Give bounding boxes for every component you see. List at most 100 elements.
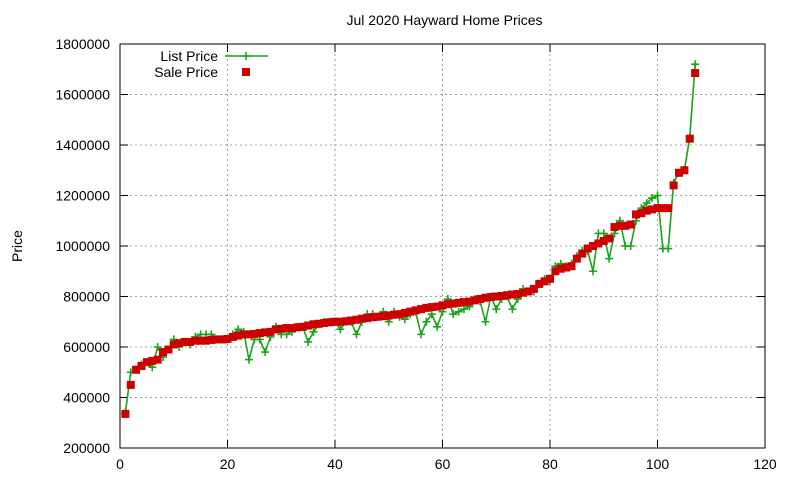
x-tick-label: 20: [220, 456, 236, 472]
sale-price-point: [234, 331, 243, 340]
sale-price-point: [675, 168, 683, 177]
sale-price-point: [653, 204, 662, 213]
sale-price-point: [583, 244, 592, 253]
sale-price-point: [578, 249, 587, 258]
sale-price-point: [406, 307, 415, 316]
x-tick-label: 60: [435, 456, 451, 472]
x-tick-label: 80: [542, 456, 558, 472]
sale-price-point: [648, 205, 657, 214]
sale-price-point: [223, 334, 232, 343]
sale-price-point: [368, 313, 377, 322]
sale-price-point: [562, 263, 571, 272]
sale-price-point: [400, 308, 409, 317]
list-price-point: [261, 348, 270, 357]
list-price-point: [433, 322, 442, 331]
sale-price-point: [126, 380, 135, 389]
y-tick-label: 1000000: [55, 238, 110, 254]
sale-price-point: [271, 325, 280, 334]
y-tick-label: 600000: [63, 339, 110, 355]
grid-lines: [120, 44, 765, 448]
x-tick-label: 120: [753, 456, 777, 472]
x-tick-label: 0: [116, 456, 124, 472]
y-tick-label: 1200000: [55, 188, 110, 204]
sale-price-point: [314, 319, 323, 328]
sale-price-point: [261, 328, 270, 337]
list-price-point: [309, 327, 318, 336]
sale-price-point: [266, 327, 275, 336]
sale-price-point: [492, 292, 501, 301]
list-price-point: [648, 194, 657, 203]
list-price-point: [599, 229, 608, 238]
sale-price-point: [411, 306, 420, 315]
sale-price-point: [191, 336, 200, 345]
sale-price-point: [347, 316, 356, 325]
sale-price-point: [449, 299, 458, 308]
sale-price-point: [513, 289, 522, 298]
sale-price-point: [556, 264, 565, 273]
legend-plus-marker: [242, 52, 250, 60]
sale-price-point: [185, 337, 194, 346]
y-tick-label: 1800000: [55, 36, 110, 52]
list-price-point: [352, 330, 361, 339]
sale-price-point: [589, 242, 597, 250]
sale-price-point: [470, 296, 479, 305]
sale-price-point: [481, 293, 490, 302]
sale-price-point: [594, 239, 603, 248]
sale-price-point: [277, 324, 286, 333]
list-price-point: [153, 343, 162, 351]
sale-price-point: [626, 220, 635, 229]
list-price-point: [481, 317, 490, 326]
sale-price-series: [121, 69, 700, 418]
sale-price-point: [159, 348, 167, 357]
y-axis-label: Price: [9, 230, 25, 262]
data-series: [121, 60, 700, 418]
sale-price-point: [282, 324, 291, 333]
sale-price-point: [524, 287, 533, 296]
sale-price-point: [637, 209, 646, 218]
sale-price-point: [212, 335, 221, 344]
sale-price-point: [519, 288, 528, 297]
sale-price-point: [454, 298, 463, 307]
sale-price-point: [460, 298, 468, 307]
sale-price-point: [132, 365, 141, 374]
list-price-point: [454, 307, 463, 316]
list-price-point: [417, 330, 425, 339]
sale-price-point: [605, 234, 614, 243]
sale-price-point: [664, 204, 673, 213]
sale-price-point: [621, 221, 630, 230]
sale-price-point: [137, 361, 146, 370]
x-tick-label: 40: [327, 456, 343, 472]
sale-price-point: [142, 358, 151, 367]
list-price-point: [653, 191, 662, 200]
sale-price-point: [615, 221, 624, 230]
list-price-point: [589, 267, 597, 276]
sale-price-point: [438, 301, 447, 310]
sale-price-point: [476, 295, 485, 304]
list-price-point: [449, 310, 458, 319]
sale-price-point: [685, 134, 694, 143]
sale-price-point: [417, 305, 425, 314]
sale-price-point: [293, 323, 302, 332]
sale-price-point: [535, 279, 544, 288]
sale-price-point: [245, 330, 253, 339]
sale-price-point: [422, 303, 431, 312]
sale-price-point: [309, 320, 318, 329]
list-price-point: [460, 305, 468, 314]
sale-price-point: [395, 310, 404, 319]
sale-price-point: [363, 313, 372, 322]
sale-price-point: [250, 329, 259, 338]
sale-price-point: [288, 324, 296, 333]
list-price-point: [492, 305, 501, 314]
sale-price-point: [374, 312, 382, 321]
list-price-point: [691, 60, 700, 69]
sale-price-point: [255, 329, 264, 338]
sale-price-point: [325, 318, 334, 327]
list-price-point: [427, 310, 436, 319]
sale-price-point: [336, 317, 345, 326]
sale-price-point: [508, 290, 517, 299]
sale-price-point: [632, 210, 640, 219]
sale-price-point: [486, 293, 495, 302]
